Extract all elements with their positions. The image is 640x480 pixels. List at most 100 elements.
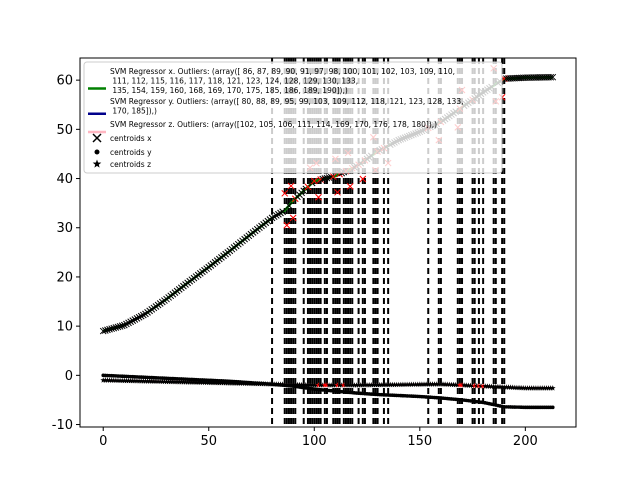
centroid-z-marker [427,381,434,387]
legend: SVM Regressor x. Outliers: (array([ 86, … [83,61,503,174]
legend-label: SVM Regressor x. Outliers: (array([ 86, … [110,67,455,95]
centroid-z-marker [351,382,358,388]
centroid-x-stroke [346,183,354,190]
centroid-z-marker [362,382,368,388]
centroid-z-marker [343,382,349,388]
centroid-z-marker [528,385,535,391]
x-tick-label: 50 [200,434,217,449]
centroid-x-marker [346,183,354,190]
centroid-z-marker [429,381,436,387]
legend-label-line: centroids z [110,160,151,169]
centroid-z-marker [216,380,223,386]
centroid-x-stroke [279,208,286,216]
centroid-z-marker [286,381,292,387]
y-tick-label: 20 [56,270,73,285]
centroid-x-stroke [108,325,116,333]
centroid-z-marker [265,381,271,387]
legend-label: centroids x [110,134,152,143]
x-tick-label: 150 [407,434,432,449]
centroid-z-marker [385,381,391,388]
centroid-x-marker [118,322,126,330]
plot-frame [79,57,577,428]
centroid-z-marker [345,382,351,388]
centroid-x-stroke [125,319,132,327]
centroid-z-marker [212,379,218,386]
y-tick-label: 60 [56,74,73,89]
centroid-z-marker [417,381,423,387]
centroid-z-marker [484,383,491,389]
centroid-x-marker [137,312,145,320]
centroid-x-marker [125,319,132,327]
centroid-x-stroke [99,327,107,335]
centroid-z-marker [400,381,406,388]
centroid-x-marker [359,175,367,183]
centroid-x-stroke [549,73,557,81]
centroid-z-marker [125,377,132,384]
centroid-x-stroke [315,193,322,201]
x-tick-label: 200 [513,434,538,449]
legend-box [83,61,503,174]
centroid-z-marker [539,385,546,391]
y-tick-label: 40 [56,172,73,187]
centroid-z-marker [326,382,332,388]
centroid-z-marker [303,382,309,388]
centroid-z-marker [328,382,334,388]
centroid-z-marker [389,381,396,388]
centroid-z-marker [347,382,353,388]
centroid-z-marker [425,381,432,387]
centroid-z-marker [549,385,556,391]
centroid-x-marker [289,214,297,222]
centroid-x-marker [285,202,293,209]
centroid-z-marker [127,377,134,384]
legend-label: SVM Regressor y. Outliers: (array([ 80, … [110,97,464,116]
centroid-z-marker [433,381,440,387]
centroid-z-marker [311,382,318,388]
centroid-z-marker [243,380,250,386]
centroid-x-stroke [327,173,335,181]
centroid-z-marker [537,385,543,391]
centroid-z-marker [165,378,172,385]
y-tick-label: -10 [52,418,73,433]
centroid-z-marker [110,377,117,383]
centroid-x-stroke [120,321,128,329]
legend-label-line: 111, 112, 115, 116, 117, 118, 121, 123, … [110,77,358,86]
legend-label: centroids y [110,148,152,157]
legend-label-line: centroids x [110,134,152,143]
centroid-x-stroke [139,311,147,319]
centroid-z-marker [406,381,413,387]
centroid-z-marker [543,385,550,391]
centroid-x-marker [116,322,124,330]
centroid-x-marker [310,177,318,185]
centroid-x-marker [129,317,137,324]
centroid-x-stroke [123,320,130,328]
centroid-x-marker [108,325,116,333]
centroid-x-marker [547,73,555,81]
centroid-z-marker [370,382,377,388]
centroid-z-marker [364,382,370,388]
legend-label-line: SVM Regressor x. Outliers: (array([ 86, … [110,67,455,76]
centroid-x-stroke [289,214,297,222]
centroid-z-marker [330,382,337,388]
centroid-z-marker [366,382,372,388]
centroid-z-marker [229,380,235,386]
legend-label: centroids z [110,160,151,169]
centroid-x-stroke [329,173,337,180]
centroid-x-marker [334,188,341,196]
centroid-x-stroke [285,202,293,209]
centroid-x-stroke [135,313,143,321]
centroid-z-marker [522,385,529,391]
centroid-x-stroke [547,73,555,81]
centroid-z-marker [231,380,237,386]
centroid-x-marker [112,324,120,331]
y-tick-label: 50 [56,123,73,138]
centroid-z-marker [191,379,197,385]
centroid-x-marker [327,173,335,181]
centroid-z-marker [381,381,387,388]
centroid-z-marker [402,381,408,387]
centroid-x-marker [106,325,113,333]
centroid-z-marker [148,378,155,384]
centroid-z-marker [357,382,364,388]
centroid-z-marker [545,385,552,391]
legend-star-marker [92,159,102,168]
